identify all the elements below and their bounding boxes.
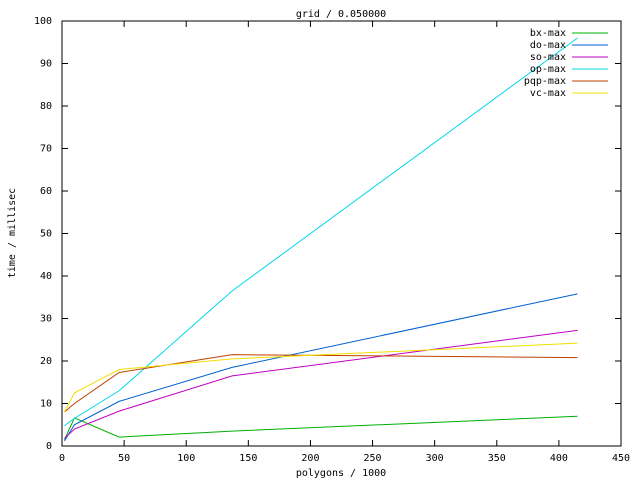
y-axis-label: time / millisec: [7, 188, 18, 278]
y-tick-label: 40: [40, 271, 52, 282]
y-tick-label: 20: [40, 356, 52, 367]
y-tick-label: 70: [40, 144, 52, 155]
x-tick-label: 250: [364, 453, 382, 464]
y-tick-label: 60: [40, 186, 52, 197]
x-tick-label: 0: [59, 453, 65, 464]
y-tick-label: 90: [40, 59, 52, 70]
x-tick-label: 200: [301, 453, 319, 464]
x-tick-label: 350: [488, 453, 506, 464]
x-tick-label: 300: [426, 453, 444, 464]
legend-label: vc-max: [530, 88, 566, 99]
legend-label: so-max: [530, 52, 566, 63]
y-tick-label: 0: [46, 441, 52, 452]
x-tick-label: 150: [239, 453, 257, 464]
y-tick-label: 100: [34, 16, 52, 27]
legend-label: bx-max: [530, 28, 566, 39]
chart-title: grid / 0.050000: [296, 9, 386, 20]
series-line: [64, 415, 578, 440]
series-line: [64, 354, 578, 413]
x-axis-label: polygons / 1000: [296, 468, 386, 479]
series-line: [64, 293, 578, 442]
x-tick-label: 100: [177, 453, 195, 464]
y-tick-label: 10: [40, 399, 52, 410]
series-line: [64, 37, 578, 427]
x-tick-label: 400: [550, 453, 568, 464]
y-tick-label: 30: [40, 314, 52, 325]
series-line: [64, 329, 578, 439]
y-tick-label: 80: [40, 101, 52, 112]
y-tick-label: 50: [40, 229, 52, 240]
x-tick-label: 450: [612, 453, 630, 464]
legend-label: pqp-max: [524, 76, 566, 87]
legend-label: do-max: [530, 40, 566, 51]
series-line: [64, 342, 578, 413]
x-tick-label: 50: [118, 453, 130, 464]
legend-label: op-max: [530, 64, 566, 75]
